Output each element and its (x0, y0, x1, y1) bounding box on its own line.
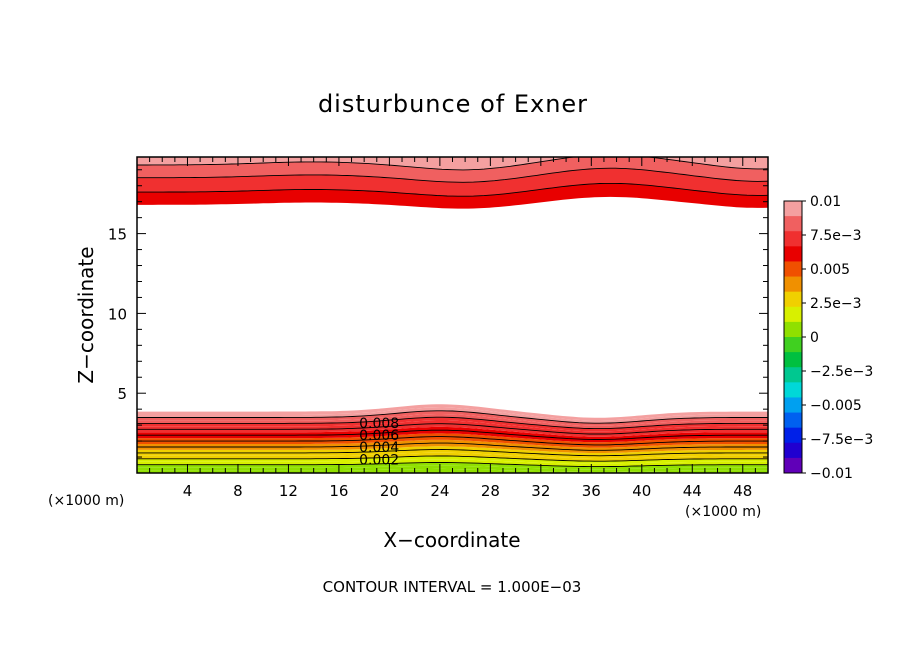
contour-line-bottom (137, 455, 768, 462)
contour-band-bottom (137, 446, 768, 456)
x-tick-label: 20 (380, 482, 399, 500)
contour-band-bottom (137, 404, 768, 421)
colorbar-swatch (784, 367, 802, 383)
contour-band-bottom (137, 417, 768, 432)
colorbar-label: 0.005 (810, 262, 850, 278)
colorbar-swatch (784, 321, 802, 338)
colorbar-swatch (784, 261, 802, 277)
contour-interval-note: CONTOUR INTERVAL = 1.000E−03 (323, 578, 582, 596)
contour-label: 0.006 (359, 428, 399, 444)
colorbar: 0.01 7.5e−3 0.005 2.5e−3 0 −2.5e−3 −0.005 −7.5e… (783, 194, 873, 482)
contour-label: 0.002 (359, 452, 399, 468)
x-axis-unit-left: (×1000 m) (48, 493, 124, 509)
colorbar-swatch (784, 412, 802, 429)
x-tick-label: 16 (329, 482, 348, 500)
colorbar-label: 0 (810, 330, 819, 346)
colorbar-swatch (784, 201, 802, 217)
x-tick-label: 40 (632, 482, 651, 500)
colorbar-swatch (784, 457, 802, 474)
contour-band-top (137, 157, 768, 170)
y-axis-ticks: 5 10 15 (108, 169, 768, 458)
contour-band-bottom (137, 452, 768, 462)
contour-line-bottom (137, 436, 768, 446)
contour-lines (137, 157, 768, 468)
contour-band-bottom (137, 426, 768, 440)
contour-line-top (137, 167, 768, 183)
contour-line-bottom (137, 410, 768, 424)
x-tick-label: 44 (683, 482, 702, 500)
colorbar-label: 7.5e−3 (810, 228, 862, 244)
y-tick-label: 10 (108, 305, 127, 323)
x-tick-label: 32 (531, 482, 550, 500)
x-tick-label: 28 (481, 482, 500, 500)
x-tick-label: 12 (279, 482, 298, 500)
contour-band-bottom (137, 420, 768, 434)
y-tick-label: 15 (108, 226, 127, 244)
colorbar-swatch (784, 397, 802, 413)
colorbar-swatch (784, 442, 802, 459)
chart-title: disturbunce of Exner (318, 90, 588, 118)
colorbar-label: −7.5e−3 (810, 432, 873, 448)
x-tick-label: 8 (233, 482, 243, 500)
contour-band-bottom (137, 459, 768, 467)
contour-line-top (137, 157, 768, 171)
contour-line-bottom (137, 449, 768, 457)
contour-label: 0.008 (359, 416, 399, 432)
contour-line-bottom (137, 442, 768, 451)
contour-band-bottom (137, 433, 768, 445)
contour-band-bottom (137, 439, 768, 451)
contour-label: 0.004 (359, 440, 399, 456)
colorbar-swatch (784, 427, 802, 444)
contour-band-bottom (137, 414, 768, 429)
x-tick-label: 36 (582, 482, 601, 500)
x-tick-label: 24 (430, 482, 449, 500)
colorbar-swatch (784, 306, 802, 323)
colorbar-label: −2.5e−3 (810, 364, 873, 380)
y-axis-label: Z−coordinate (74, 246, 98, 383)
contour-band-top (445, 157, 479, 158)
contour-band-bottom (137, 423, 768, 437)
colorbar-label: 2.5e−3 (810, 296, 862, 312)
contour-line-bottom (137, 416, 768, 430)
contour-line-top (137, 182, 768, 197)
colorbar-swatch (784, 337, 802, 353)
colorbar-swatch (784, 246, 802, 262)
contour-band-bottom (137, 462, 768, 470)
contour-band-bottom (137, 430, 768, 443)
contour-band-bottom (137, 449, 768, 459)
x-axis-unit-right: (×1000 m) (685, 504, 761, 520)
x-axis-ticks: 4 8 12 16 20 24 28 32 36 40 44 48 (149, 157, 756, 500)
x-tick-label: 4 (183, 482, 193, 500)
colorbar-swatch (784, 352, 802, 368)
contour-band-bottom (137, 410, 768, 426)
colorbar-label: −0.005 (810, 398, 862, 414)
colorbar-swatch (784, 231, 802, 247)
contour-band-top (137, 157, 768, 183)
y-tick-label: 5 (117, 385, 127, 403)
contour-line-bottom (137, 429, 768, 440)
colorbar-swatch (784, 216, 802, 232)
x-tick-label: 48 (733, 482, 752, 500)
contour-line-bottom (137, 462, 768, 468)
colorbar-label: 0.01 (810, 194, 841, 210)
x-axis-label: X−coordinate (383, 528, 520, 552)
contour-band-bottom (137, 456, 768, 464)
colorbar-label: −0.01 (810, 466, 853, 482)
colorbar-swatch (784, 276, 802, 293)
colorbar-swatch (784, 382, 802, 398)
colorbar-swatch (784, 291, 802, 308)
contour-line-bottom (137, 423, 768, 435)
